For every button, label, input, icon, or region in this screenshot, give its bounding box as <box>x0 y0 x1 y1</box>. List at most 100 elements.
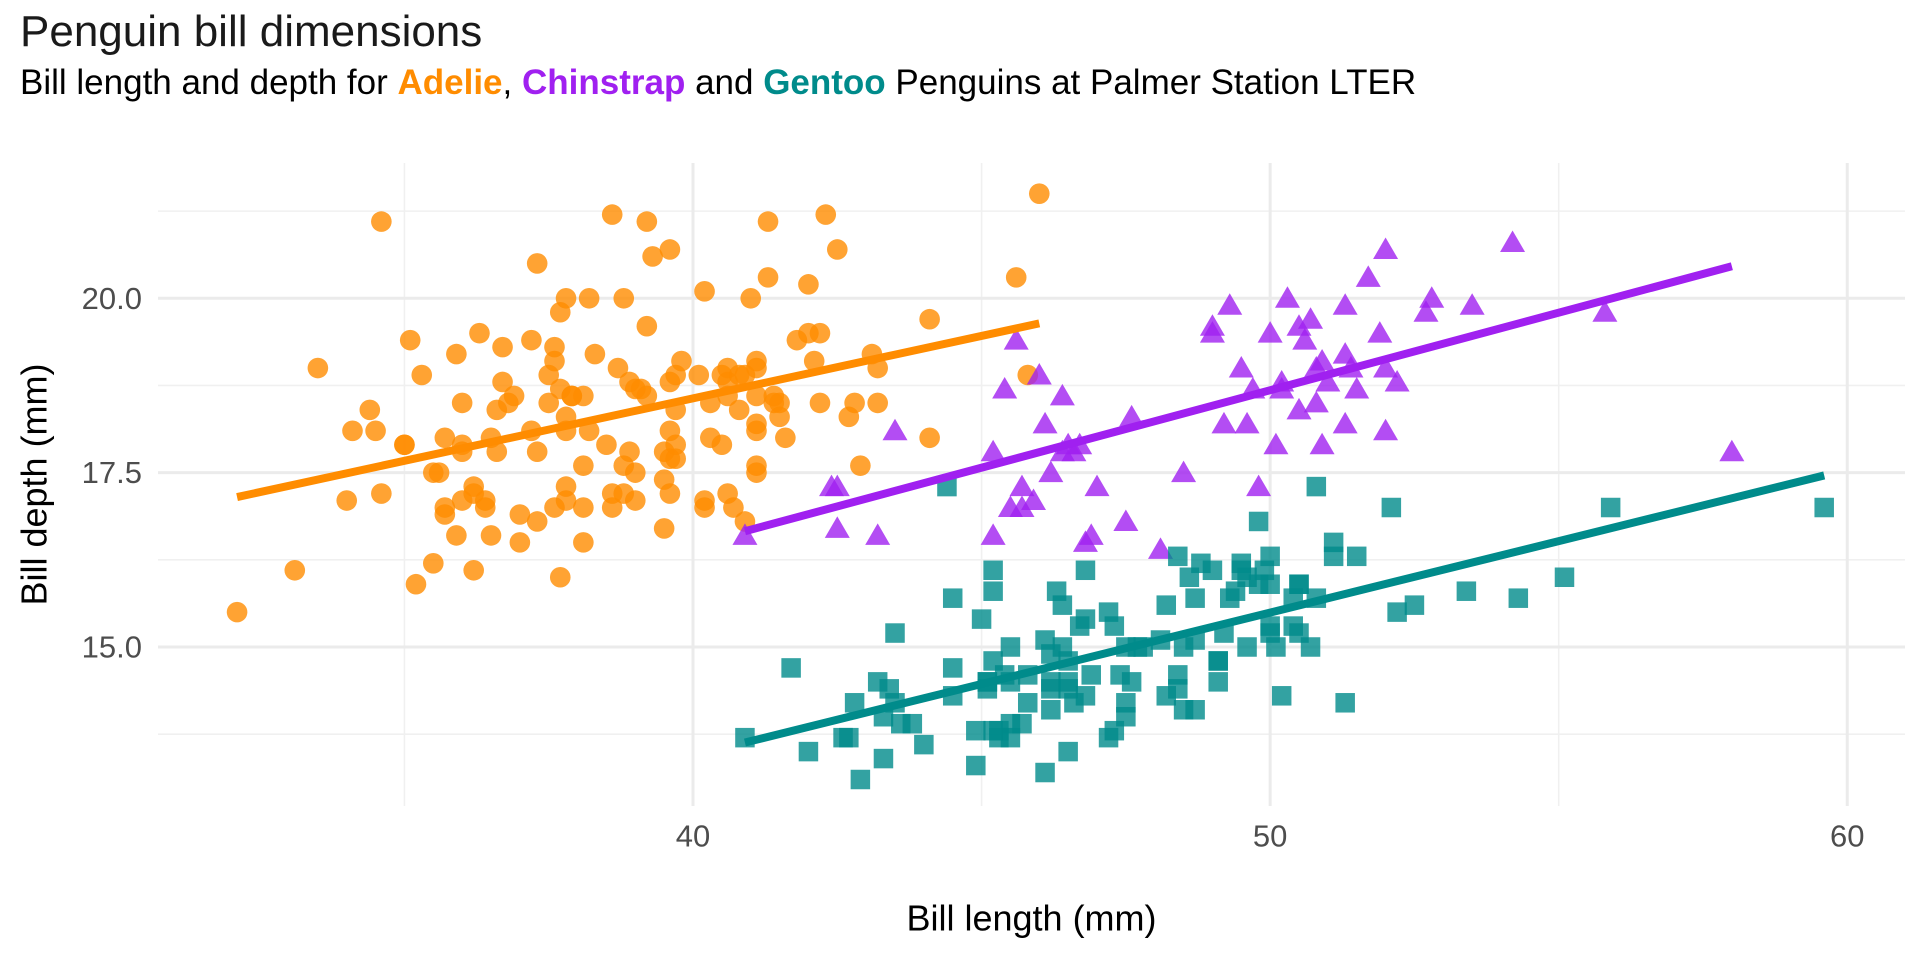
point-gentoo <box>1081 665 1101 685</box>
point-chinstrap <box>1315 369 1341 392</box>
point-adelie <box>371 211 392 232</box>
point-chinstrap <box>1373 356 1399 378</box>
point-gentoo <box>873 748 894 769</box>
point-adelie <box>867 392 888 414</box>
point-adelie <box>492 336 513 358</box>
point-adelie <box>526 441 548 463</box>
point-gentoo <box>839 727 859 748</box>
point-chinstrap <box>1228 356 1254 378</box>
point-adelie <box>694 281 715 302</box>
point-adelie <box>428 462 450 483</box>
point-adelie <box>711 434 733 456</box>
chart-subtitle: Bill length and depth for Adelie, Chinst… <box>20 62 1416 104</box>
point-chinstrap <box>1592 300 1618 322</box>
point-adelie <box>446 525 467 546</box>
point-gentoo <box>983 581 1003 601</box>
point-adelie <box>728 399 750 421</box>
subtitle-segment-4: and <box>685 63 764 102</box>
point-adelie <box>838 406 860 428</box>
point-gentoo <box>914 734 934 755</box>
point-adelie <box>757 267 779 288</box>
point-gentoo <box>1254 560 1275 581</box>
point-adelie <box>538 392 560 414</box>
point-gentoo <box>1168 546 1188 567</box>
point-chinstrap <box>882 418 908 441</box>
point-gentoo <box>850 769 871 790</box>
point-chinstrap <box>1303 390 1329 413</box>
point-adelie <box>451 392 473 414</box>
point-chinstrap <box>1038 460 1064 483</box>
point-adelie <box>694 490 715 511</box>
point-chinstrap <box>1211 411 1237 434</box>
y-tick-label-17.5: 17.5 <box>82 455 142 490</box>
point-gentoo <box>1260 616 1280 636</box>
x-tick-label-50: 50 <box>1253 819 1287 854</box>
point-adelie <box>1005 267 1027 288</box>
point-adelie <box>769 392 790 414</box>
point-gentoo <box>983 560 1003 581</box>
point-chinstrap <box>1217 293 1243 315</box>
point-chinstrap <box>1113 509 1139 531</box>
point-adelie <box>757 211 779 232</box>
point-gentoo <box>1225 581 1246 601</box>
point-chinstrap <box>1003 328 1029 350</box>
point-gentoo <box>1058 741 1078 762</box>
point-chinstrap <box>1234 411 1260 434</box>
point-gentoo <box>942 588 963 608</box>
point-gentoo <box>1098 602 1119 622</box>
point-adelie <box>573 532 594 553</box>
point-gentoo <box>1017 693 1038 713</box>
point-adelie <box>342 420 363 442</box>
point-adelie <box>642 246 663 267</box>
point-chinstrap <box>1049 439 1075 462</box>
point-gentoo <box>1600 497 1621 518</box>
trendline-gentoo <box>743 471 1826 747</box>
point-gentoo <box>942 658 963 678</box>
point-gentoo <box>1058 679 1078 699</box>
point-gentoo <box>1554 567 1575 588</box>
point-adelie <box>226 601 248 623</box>
point-chinstrap <box>1344 376 1370 399</box>
point-chinstrap <box>1032 411 1058 434</box>
point-adelie <box>815 204 837 225</box>
point-adelie <box>803 350 825 372</box>
chart-title: Penguin bill dimensions <box>20 7 483 56</box>
point-gentoo <box>1075 686 1096 706</box>
point-chinstrap <box>1199 314 1225 336</box>
point-gentoo <box>798 741 819 762</box>
y-tick-label-15.0: 15.0 <box>82 629 142 664</box>
point-adelie <box>399 329 421 351</box>
point-adelie <box>555 476 577 497</box>
point-adelie <box>359 399 381 421</box>
point-gentoo <box>1289 623 1309 643</box>
point-chinstrap <box>1274 286 1300 308</box>
grid-minor-lines <box>158 163 1905 806</box>
point-gentoo <box>1208 651 1228 671</box>
point-gentoo <box>1191 553 1211 574</box>
point-adelie <box>624 490 646 511</box>
point-chinstrap <box>1309 432 1335 455</box>
point-adelie <box>688 364 710 386</box>
point-chinstrap <box>1419 286 1445 308</box>
point-gentoo <box>1335 693 1355 713</box>
points-adelie <box>226 183 1050 623</box>
trendline-adelie <box>236 319 1041 501</box>
point-adelie <box>544 350 565 372</box>
point-gentoo <box>1052 637 1073 657</box>
point-adelie <box>775 427 796 449</box>
point-chinstrap <box>1119 404 1145 427</box>
point-adelie <box>636 385 658 407</box>
y-axis-title: Bill depth (mm) <box>14 363 55 605</box>
point-adelie <box>798 274 819 295</box>
point-chinstrap <box>1263 432 1289 455</box>
point-adelie <box>740 287 762 309</box>
point-chinstrap <box>1373 418 1399 441</box>
point-adelie <box>573 455 594 476</box>
point-adelie <box>746 462 767 483</box>
point-gentoo <box>1098 727 1119 748</box>
point-adelie <box>613 455 635 476</box>
point-gentoo <box>1041 700 1061 720</box>
point-gentoo <box>1387 602 1407 622</box>
point-gentoo <box>879 679 899 699</box>
